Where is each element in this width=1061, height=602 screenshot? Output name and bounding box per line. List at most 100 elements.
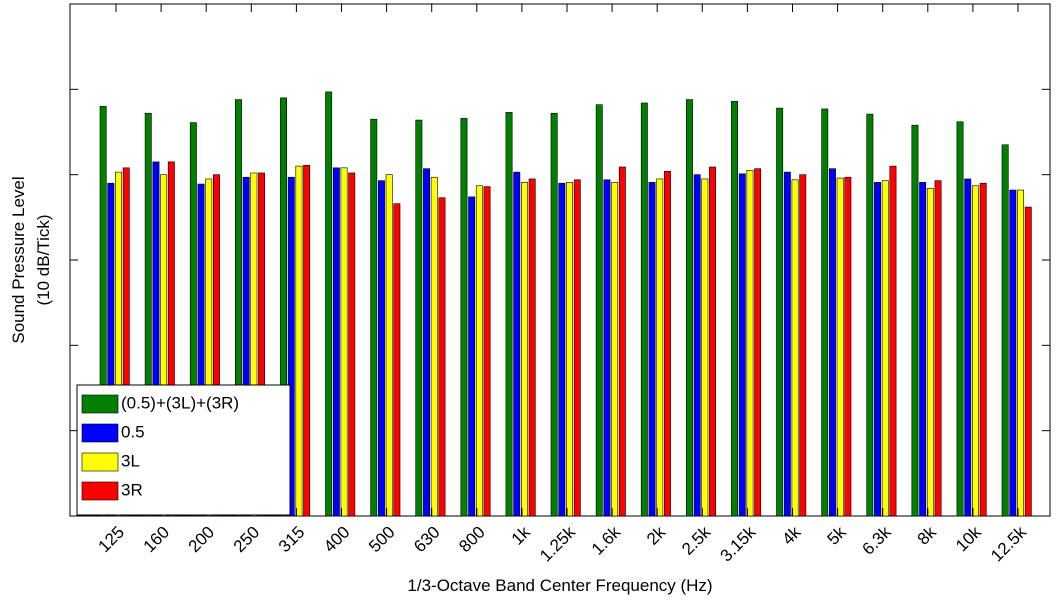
x-tick-label: 4k <box>778 522 804 548</box>
bar <box>1017 189 1025 517</box>
bar <box>340 167 348 517</box>
legend-swatch <box>81 481 119 501</box>
bar <box>911 124 919 517</box>
x-tick-label: 400 <box>320 523 353 556</box>
bar <box>746 170 754 517</box>
bar <box>791 179 799 517</box>
bar <box>144 112 152 517</box>
bar <box>303 164 311 517</box>
x-tick-label: 8k <box>914 522 940 548</box>
bar <box>325 91 333 517</box>
bar <box>430 176 438 517</box>
bar <box>656 178 664 517</box>
bar <box>934 180 942 517</box>
bar <box>595 104 603 517</box>
bar <box>709 166 717 517</box>
bar <box>205 178 213 517</box>
bar <box>663 170 671 517</box>
x-tick-label: 3.15k <box>717 522 760 565</box>
x-tick-label: 2k <box>643 522 669 548</box>
bar <box>415 119 423 517</box>
bar <box>197 183 205 517</box>
bar <box>776 107 784 517</box>
x-tick-label: 1k <box>508 522 534 548</box>
bar <box>971 185 979 517</box>
x-tick-label: 2.5k <box>678 522 715 559</box>
x-tick-label: 1.6k <box>588 522 625 559</box>
x-tick-label: 315 <box>275 523 308 556</box>
bar <box>122 167 130 517</box>
bar <box>874 182 882 517</box>
x-tick-label: 125 <box>95 523 128 556</box>
bar <box>919 182 927 517</box>
bar <box>385 174 393 517</box>
bar <box>513 171 521 517</box>
legend-swatch <box>81 452 119 472</box>
bar <box>167 161 175 517</box>
bar <box>566 182 574 517</box>
bar <box>468 196 476 517</box>
bar <box>836 177 844 517</box>
bar <box>332 167 340 517</box>
bar <box>783 171 791 517</box>
bar <box>685 99 693 517</box>
legend-label: 0.5 <box>121 422 145 441</box>
bar <box>295 165 303 517</box>
bar <box>701 178 709 517</box>
bar <box>370 118 378 517</box>
bar <box>423 168 430 517</box>
bar <box>693 174 701 517</box>
y-axis-label: Sound Pressure Level <box>9 176 28 343</box>
x-tick-label: 500 <box>365 523 398 556</box>
bar <box>460 118 468 517</box>
bar <box>754 168 762 517</box>
bar <box>611 182 619 517</box>
x-tick-label: 250 <box>230 523 263 556</box>
bar <box>438 197 446 517</box>
bar <box>1001 144 1009 517</box>
bar <box>731 100 739 517</box>
bar <box>648 182 656 517</box>
bar <box>107 182 115 517</box>
bar <box>505 112 513 517</box>
bar <box>393 203 401 517</box>
bar <box>258 172 265 517</box>
bar <box>828 168 836 517</box>
bar <box>956 121 964 517</box>
legend-swatch <box>81 423 119 443</box>
bar <box>250 172 258 517</box>
bar <box>550 112 558 517</box>
bar <box>189 122 197 517</box>
bar <box>280 97 287 517</box>
bar <box>528 178 536 517</box>
bar <box>1024 206 1032 517</box>
bar <box>799 174 807 517</box>
x-tick-label: 200 <box>185 523 218 556</box>
bar <box>964 178 972 517</box>
bar <box>844 176 852 517</box>
x-tick-label: 5k <box>823 522 849 548</box>
x-tick-label: 160 <box>140 523 173 556</box>
bar <box>99 106 107 517</box>
x-tick-label: 6.3k <box>859 522 896 559</box>
x-tick-label: 10k <box>952 522 985 555</box>
bar <box>889 165 897 517</box>
bar <box>348 172 356 517</box>
bar <box>926 188 934 517</box>
bar <box>866 113 874 517</box>
x-axis-label: 1/3-Octave Band Center Frequency (Hz) <box>407 576 712 595</box>
bar <box>603 179 611 517</box>
x-tick-label: 800 <box>455 523 488 556</box>
legend-label: (0.5)+(3L)+(3R) <box>121 393 239 412</box>
bar <box>152 161 160 517</box>
bar <box>520 182 528 517</box>
bar <box>475 185 483 517</box>
legend-label: 3L <box>121 451 140 470</box>
y-axis-label: (10 dB/Tick) <box>34 214 53 305</box>
x-tick-label: 12.5k <box>987 522 1030 565</box>
bar <box>115 171 123 517</box>
bar <box>558 182 566 517</box>
legend-swatch <box>81 394 119 414</box>
bar <box>242 176 250 517</box>
bar <box>1009 189 1017 517</box>
